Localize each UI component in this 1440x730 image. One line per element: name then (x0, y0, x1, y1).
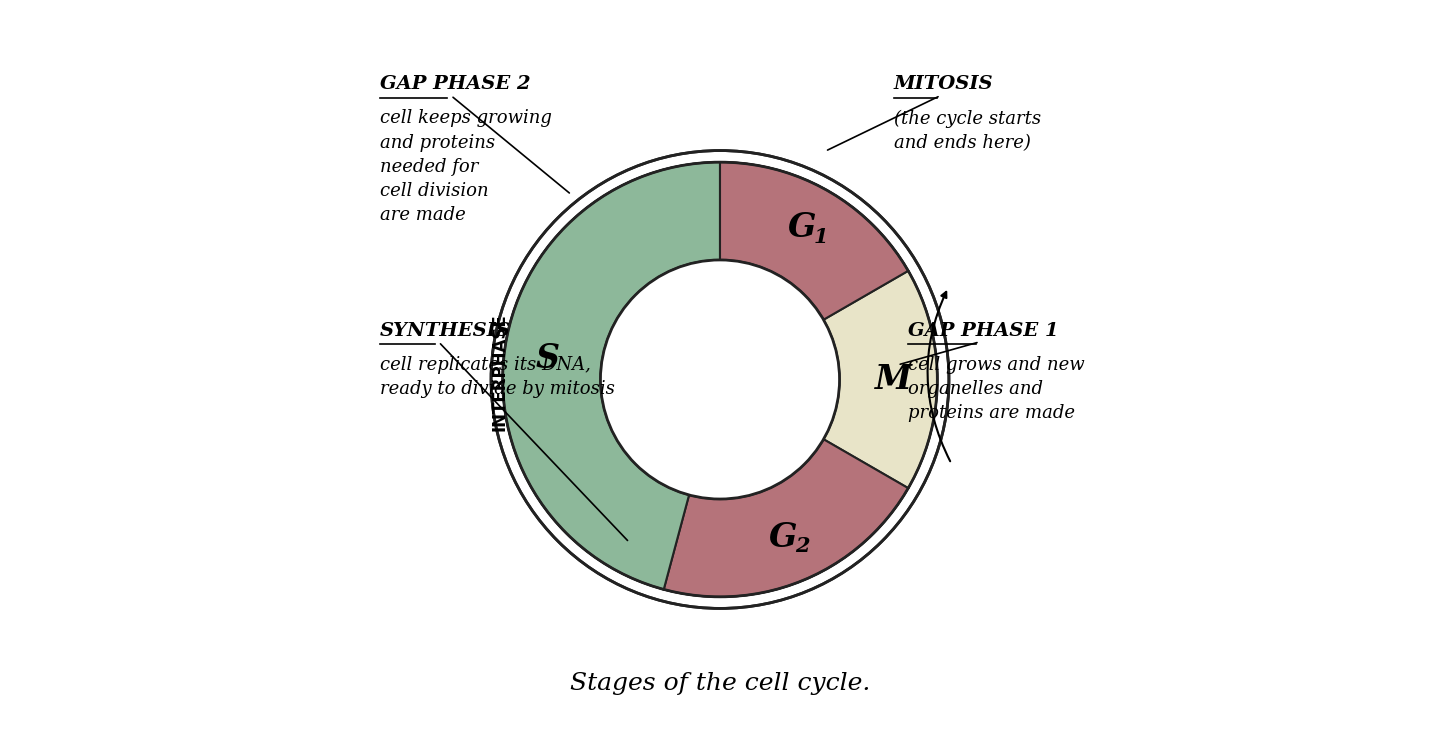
Text: Stages of the cell cycle.: Stages of the cell cycle. (570, 672, 870, 695)
Polygon shape (503, 162, 720, 589)
Polygon shape (503, 162, 720, 589)
Text: M: M (876, 363, 912, 396)
Text: GAP PHASE 2: GAP PHASE 2 (380, 75, 530, 93)
Polygon shape (720, 162, 909, 320)
Polygon shape (824, 271, 937, 488)
Polygon shape (664, 439, 909, 597)
Text: G: G (788, 212, 816, 245)
Polygon shape (824, 271, 937, 488)
Text: cell keeps growing
and proteins
needed for
cell division
are made: cell keeps growing and proteins needed f… (380, 110, 552, 224)
Text: MITOSIS: MITOSIS (894, 75, 994, 93)
Text: cell grows and new
organelles and
proteins are made: cell grows and new organelles and protei… (909, 356, 1084, 422)
Polygon shape (720, 162, 909, 320)
Text: 1: 1 (814, 226, 828, 247)
Text: G: G (769, 521, 796, 554)
Polygon shape (664, 439, 909, 597)
Text: SYNTHESIS: SYNTHESIS (380, 322, 511, 339)
Text: GAP PHASE 1: GAP PHASE 1 (909, 322, 1058, 339)
Circle shape (600, 260, 840, 499)
Text: INTERPHASE: INTERPHASE (490, 313, 508, 431)
Text: cell replicates its DNA,
ready to divide by mitosis: cell replicates its DNA, ready to divide… (380, 356, 615, 398)
Circle shape (491, 150, 949, 608)
Text: (the cycle starts
and ends here): (the cycle starts and ends here) (894, 110, 1041, 152)
Text: 2: 2 (795, 537, 809, 556)
Text: S: S (536, 342, 560, 375)
